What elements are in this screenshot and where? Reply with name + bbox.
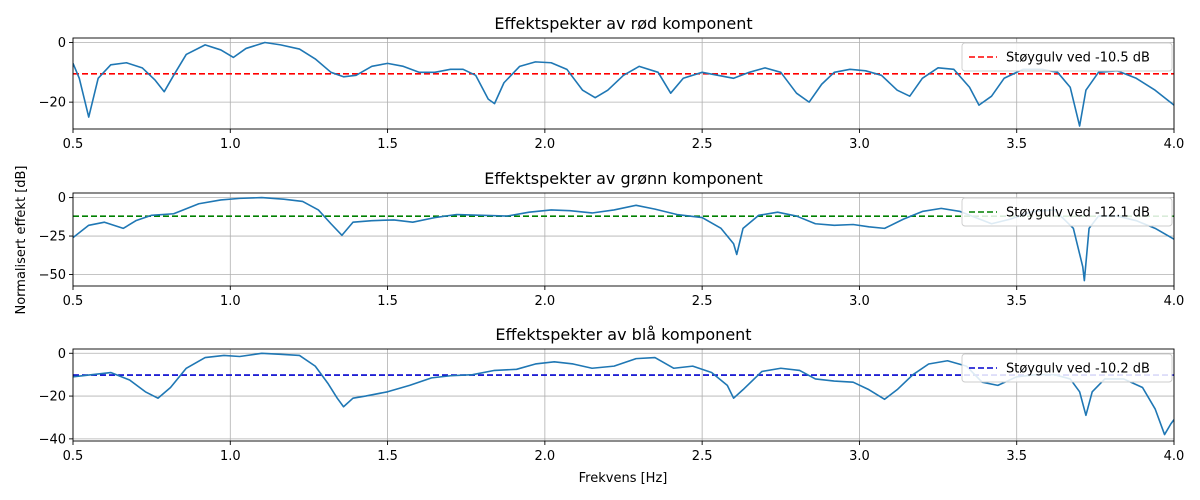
y-tick-label: 0 [58, 191, 66, 206]
chart-panels: 0.5 1.0 1.5 2.0 2.5 3.0 3.5 4.0 0 −20 Effektspekte… [39, 14, 1185, 464]
y-tick-label: −40 [39, 432, 66, 447]
x-tick-label: 3.5 [1006, 449, 1027, 464]
legend-box [961, 42, 1173, 72]
x-tick-label: 2.0 [535, 137, 556, 152]
x-tick-label: 1.5 [377, 294, 398, 309]
x-tick-label: 2.5 [692, 294, 713, 309]
chart-panel-2: 0.5 1.0 1.5 2.0 2.5 3.0 3.5 4.0 0 −25 −50 Effektspe… [39, 169, 1185, 309]
x-tick-label: 3.0 [849, 137, 870, 152]
x-tick-label: 1.0 [220, 294, 241, 309]
chart-panel-3: 0.5 1.0 1.5 2.0 2.5 3.0 3.5 4.0 0 −20 −40 Effektspe… [39, 325, 1185, 464]
axes-frame [72, 348, 1175, 442]
chart-panel-1: 0.5 1.0 1.5 2.0 2.5 3.0 3.5 4.0 0 −20 Effektspekte… [39, 14, 1185, 152]
legend-box [961, 197, 1173, 227]
x-tick-label: 2.0 [535, 294, 556, 309]
x-tick-label: 1.0 [220, 137, 241, 152]
y-tick-label: 0 [58, 347, 66, 362]
x-tick-label: 0.5 [63, 137, 84, 152]
legend-label: Støygulv ved -10.5 dB [1006, 51, 1150, 66]
chart-title: Effektspekter av rød komponent [494, 14, 752, 33]
x-tick-label: 1.5 [377, 449, 398, 464]
x-tick-label: 3.0 [849, 294, 870, 309]
x-tick-label: 1.5 [377, 137, 398, 152]
y-tick-label: −20 [39, 96, 66, 111]
x-tick-label: 0.5 [63, 294, 84, 309]
figure-ylabel: Normalisert effekt [dB] [14, 165, 29, 314]
chart-title: Effektspekter av grønn komponent [484, 169, 763, 188]
series-line-1 [73, 41, 1174, 127]
y-tick-label: 0 [58, 36, 66, 51]
y-tick-label: −25 [39, 230, 66, 245]
x-tick-label: 4.0 [1164, 137, 1185, 152]
x-tick-label: 4.0 [1164, 449, 1185, 464]
x-tick-label: 3.5 [1006, 137, 1027, 152]
axes-frame [72, 37, 1175, 130]
x-tick-label: 3.0 [849, 449, 870, 464]
legend-box [961, 353, 1173, 383]
x-tick-label: 2.0 [535, 449, 556, 464]
x-tick-label: 2.5 [692, 137, 713, 152]
x-tick-label: 4.0 [1164, 294, 1185, 309]
chart-title: Effektspekter av blå komponent [495, 325, 751, 344]
axes-frame [72, 192, 1175, 287]
legend-label: Støygulv ved -10.2 dB [1006, 362, 1150, 377]
y-tick-label: −50 [39, 268, 66, 283]
x-tick-label: 1.0 [220, 449, 241, 464]
legend-label: Støygulv ved -12.1 dB [1006, 206, 1150, 221]
figure-xlabel: Frekvens [Hz] [579, 471, 668, 486]
y-tick-label: −20 [39, 390, 66, 405]
x-tick-label: 3.5 [1006, 294, 1027, 309]
x-tick-label: 0.5 [63, 449, 84, 464]
x-tick-label: 2.5 [692, 449, 713, 464]
